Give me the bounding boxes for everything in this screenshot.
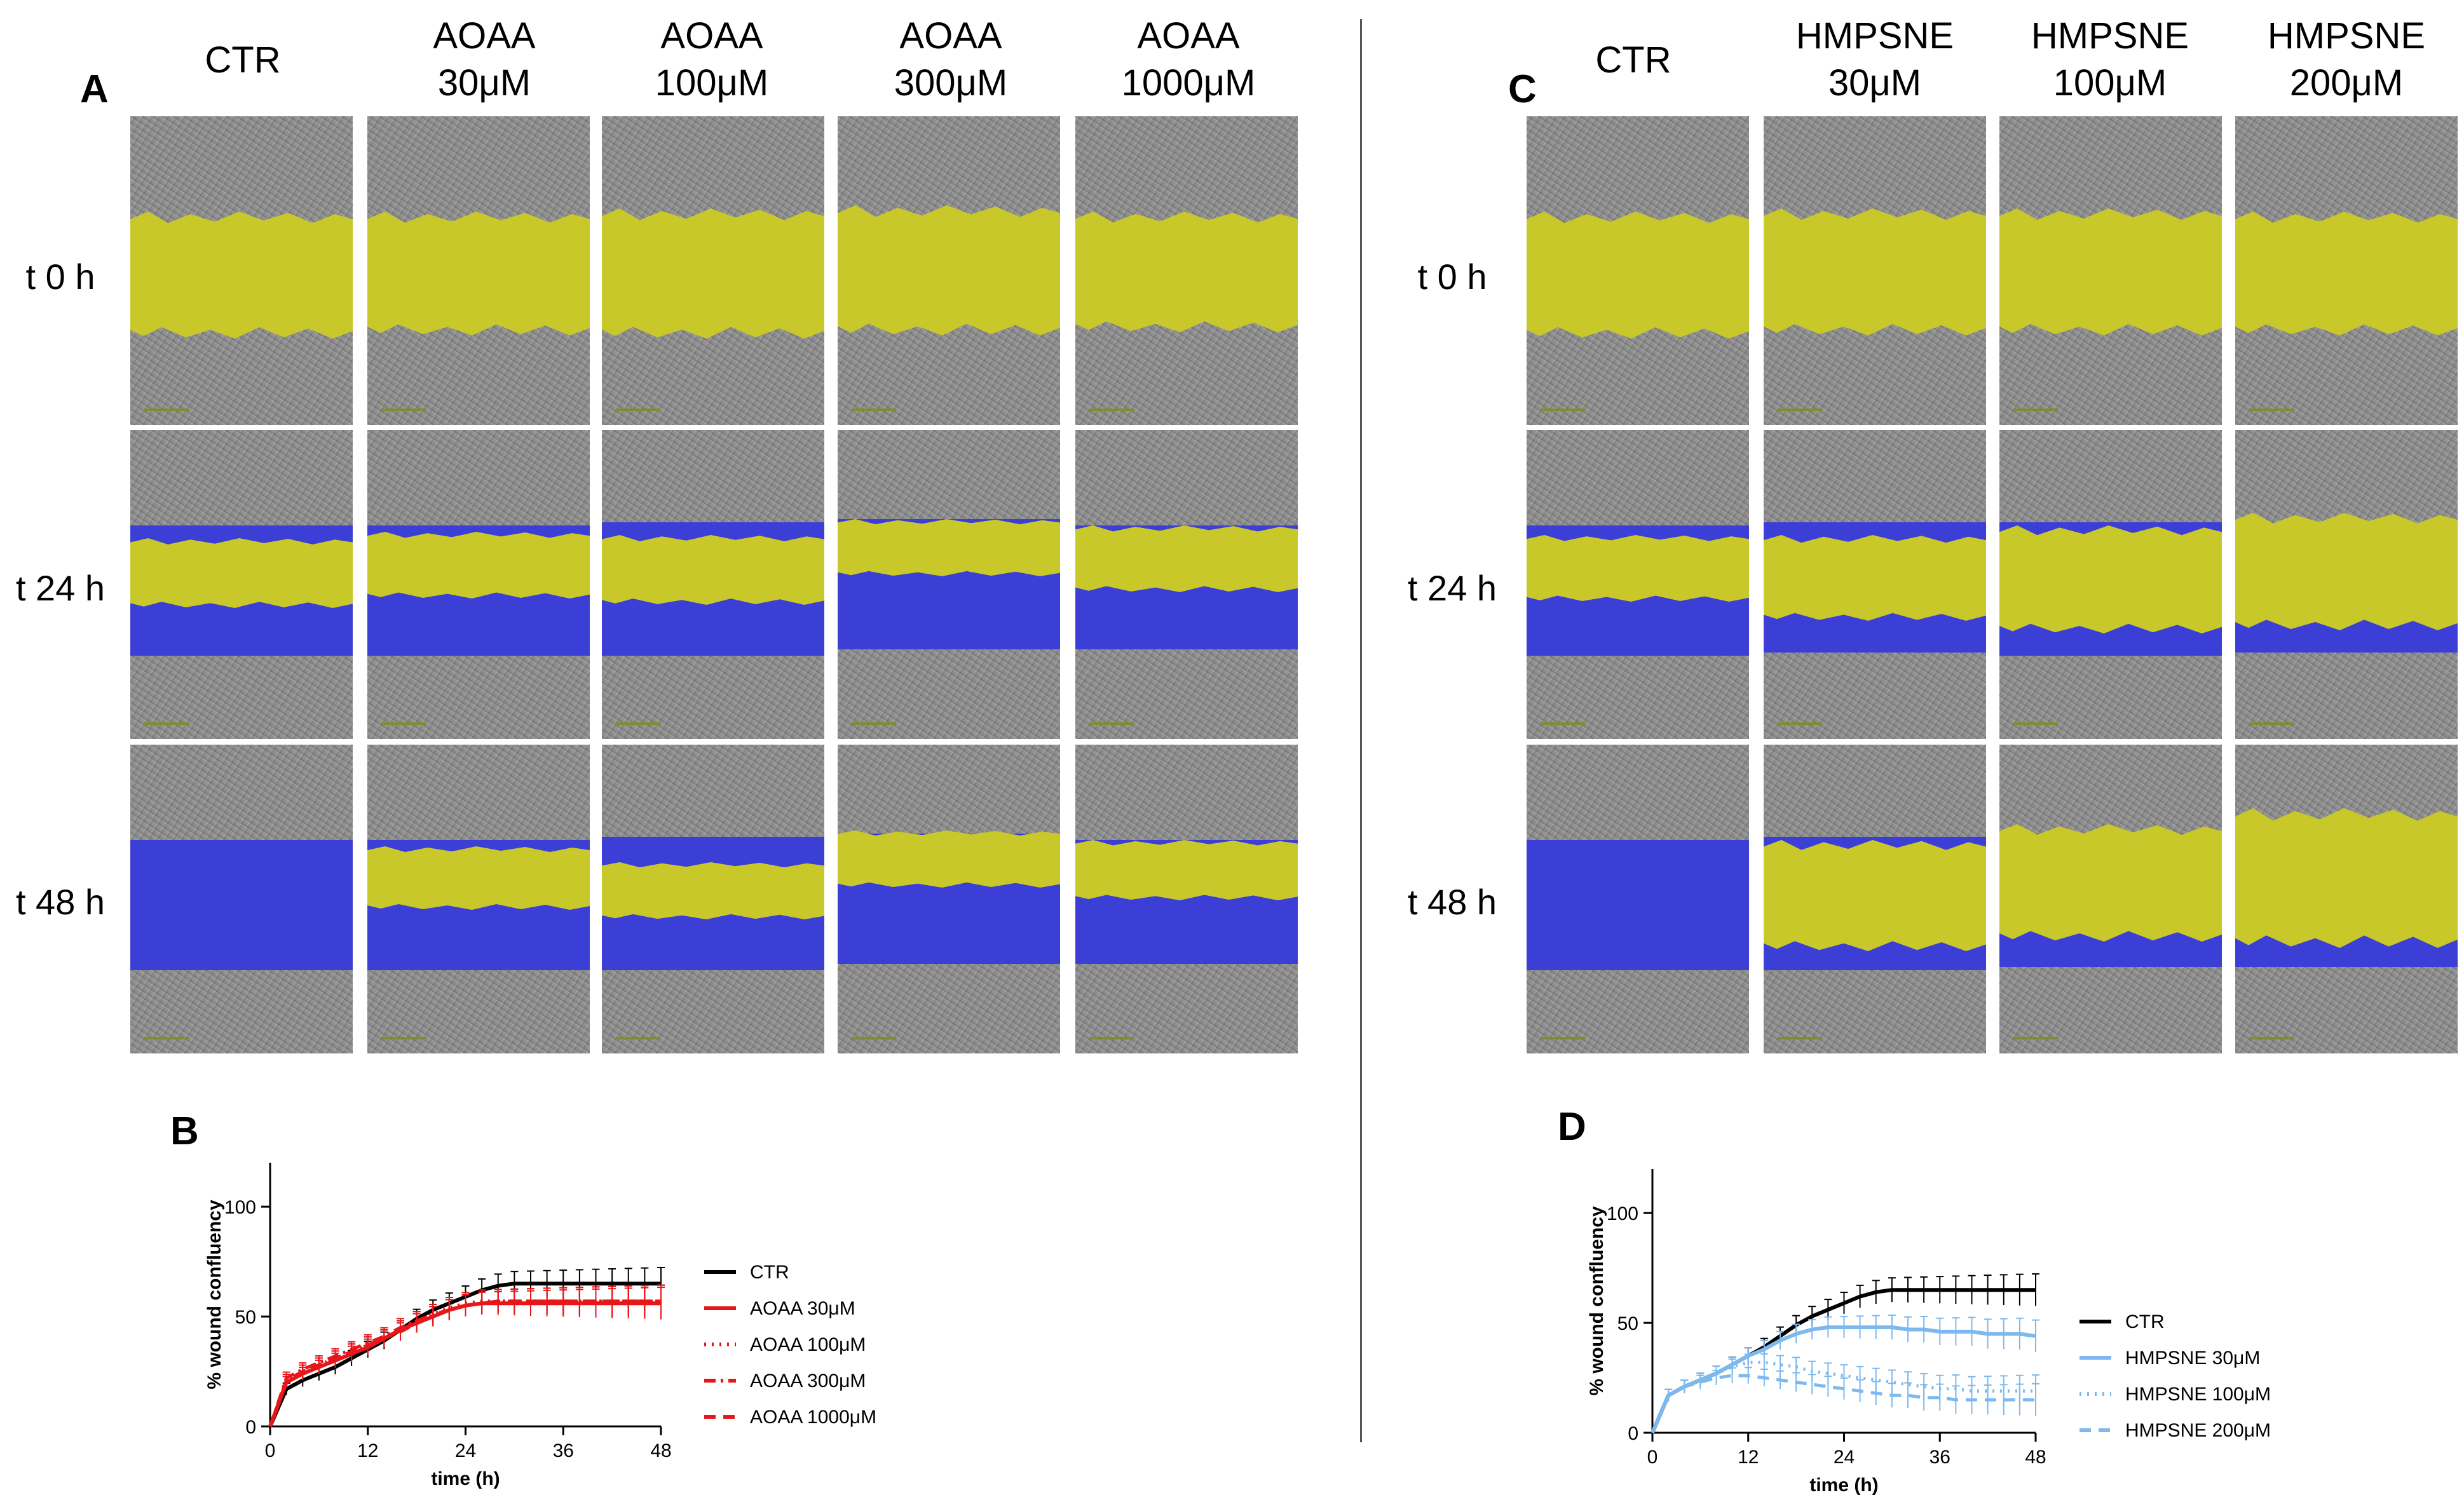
micrograph-a-aoaa30-t24 xyxy=(367,430,590,739)
x-tick-label: 12 xyxy=(357,1440,378,1461)
legend-label: AOAA 1000μM xyxy=(750,1407,876,1428)
chart-d: 0 50 100 0 12 24 36 48 time (h) % wound confluenc… xyxy=(1586,1169,2271,1496)
micrograph-c-hmpsne30-t48 xyxy=(1764,745,1986,1053)
panel-c-col-header-ctr: CTR xyxy=(1595,39,1671,81)
panel-c-row-label-t24: t 24 h xyxy=(1407,568,1497,608)
micrograph-a-aoaa300-t24 xyxy=(838,430,1060,739)
panel-a-row-label-t0: t 0 h xyxy=(25,257,95,297)
x-tick-label: 36 xyxy=(1930,1447,1950,1468)
micrograph-a-aoaa300-t0 xyxy=(838,116,1060,425)
y-tick-label: 0 xyxy=(245,1417,256,1438)
panel-label-b: B xyxy=(170,1109,199,1153)
micrograph-a-ctr-t48 xyxy=(130,745,353,1053)
micrograph-c-hmpsne100-t0 xyxy=(1999,116,2222,425)
panel-label-a: A xyxy=(80,67,109,111)
panel-c-row-label-t0: t 0 h xyxy=(1417,257,1487,297)
x-tick-label: 36 xyxy=(553,1440,574,1461)
legend-label: AOAA 30μM xyxy=(750,1298,855,1319)
micrograph-c-hmpsne100-t48 xyxy=(1999,745,2222,1053)
panel-c-row-label-t48: t 48 h xyxy=(1407,882,1497,922)
x-axis-label: time (h) xyxy=(431,1468,500,1489)
panel-a-col-header-aoaa-300: AOAA 300μM xyxy=(894,15,1008,104)
y-tick-label: 50 xyxy=(1617,1313,1638,1334)
micrograph-c-hmpsne200-t48 xyxy=(2235,745,2458,1053)
y-tick-label: 100 xyxy=(1607,1203,1638,1224)
x-tick-label: 48 xyxy=(650,1440,671,1461)
x-tick-label: 48 xyxy=(2025,1447,2046,1468)
panel-c-col-header-hmpsne-30: HMPSNE 30μM xyxy=(1795,15,1954,104)
x-tick-label: 0 xyxy=(265,1440,276,1461)
micrograph-c-ctr-t24 xyxy=(1527,430,1749,739)
micrograph-c-hmpsne30-t24 xyxy=(1764,430,1986,739)
micrograph-a-aoaa100-t0 xyxy=(602,116,824,425)
y-axis-label: % wound confluency xyxy=(204,1200,225,1390)
x-tick-label: 0 xyxy=(1647,1447,1658,1468)
micrograph-a-aoaa300-t48 xyxy=(838,745,1060,1053)
x-tick-label: 12 xyxy=(1738,1447,1759,1468)
legend-label: AOAA 100μM xyxy=(750,1334,866,1355)
micrograph-c-ctr-t48 xyxy=(1527,745,1749,1053)
panel-a-col-header-ctr: CTR xyxy=(205,39,281,81)
chart-b: 0 50 100 0 12 24 36 48 time (h) % wound confluenc… xyxy=(204,1163,876,1489)
panel-c-col-header-hmpsne-100: HMPSNE 100μM xyxy=(2031,15,2189,104)
micrograph-c-hmpsne100-t24 xyxy=(1999,430,2222,739)
micrograph-c-hmpsne200-t24 xyxy=(2235,430,2458,739)
x-axis-label: time (h) xyxy=(1809,1475,1878,1496)
series-line-aoaa-30-m xyxy=(268,1301,661,1428)
legend-label: AOAA 300μM xyxy=(750,1370,866,1391)
panel-a-row-label-t48: t 48 h xyxy=(15,882,106,922)
panel-c-col-header-hmpsne-200: HMPSNE 200μM xyxy=(2267,15,2426,104)
panel-label-d: D xyxy=(1558,1105,1586,1149)
y-tick-label: 50 xyxy=(235,1307,256,1328)
micrograph-a-ctr-t24 xyxy=(130,430,353,739)
legend-label: HMPSNE 200μM xyxy=(2125,1420,2271,1441)
x-tick-label: 24 xyxy=(455,1440,476,1461)
x-tick-label: 24 xyxy=(1834,1447,1855,1468)
legend-label: HMPSNE 30μM xyxy=(2125,1348,2260,1369)
legend-label: CTR xyxy=(750,1262,789,1283)
micrograph-a-aoaa1000-t24 xyxy=(1075,430,1298,739)
micrograph-c-hmpsne30-t0 xyxy=(1764,116,1986,425)
micrograph-a-ctr-t0 xyxy=(130,116,353,425)
micrograph-c-hmpsne200-t0 xyxy=(2235,116,2458,425)
micrograph-a-aoaa100-t24 xyxy=(602,430,824,739)
y-tick-label: 100 xyxy=(224,1197,256,1218)
micrograph-a-aoaa1000-t48 xyxy=(1075,745,1298,1053)
y-tick-label: 0 xyxy=(1628,1423,1638,1444)
micrograph-a-aoaa1000-t0 xyxy=(1075,116,1298,425)
panel-label-c: C xyxy=(1508,67,1537,111)
panel-divider xyxy=(1360,19,1362,1442)
y-axis-label: % wound confluency xyxy=(1586,1206,1607,1396)
panel-a-col-header-aoaa-1000: AOAA 1000μM xyxy=(1121,15,1256,104)
legend-label: HMPSNE 100μM xyxy=(2125,1384,2271,1405)
legend-label: CTR xyxy=(2125,1311,2165,1332)
micrograph-c-ctr-t0 xyxy=(1527,116,1749,425)
panel-a-col-header-aoaa-100: AOAA 100μM xyxy=(655,15,769,104)
panel-a-row-label-t24: t 24 h xyxy=(15,568,106,608)
panel-a-col-header-aoaa-30: AOAA 30μM xyxy=(433,15,536,104)
micrograph-a-aoaa30-t0 xyxy=(367,116,590,425)
micrograph-a-aoaa100-t48 xyxy=(602,745,824,1053)
micrograph-a-aoaa30-t48 xyxy=(367,745,590,1053)
